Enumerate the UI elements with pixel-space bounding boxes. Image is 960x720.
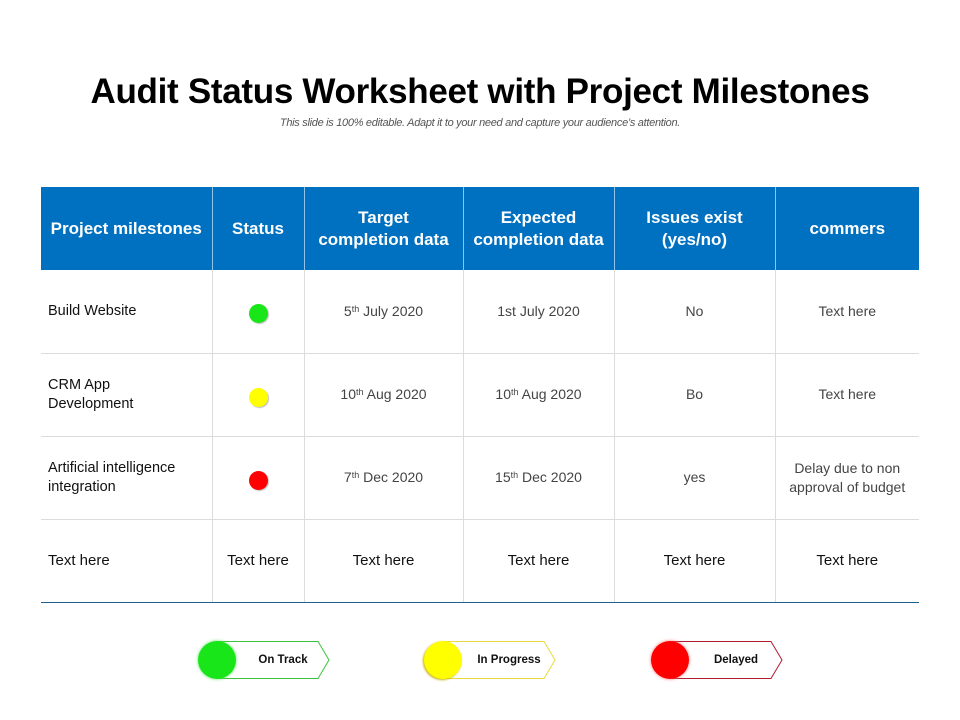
legend-tag-shape: Delayed	[671, 641, 783, 679]
status-red-dot-icon	[248, 470, 268, 490]
milestone-cell: Artificial intelligence integration	[41, 435, 213, 520]
target-date-cell: Text here	[303, 518, 464, 603]
expected-date-cell: Text here	[462, 518, 615, 603]
legend-tag-shape: In Progress	[444, 641, 556, 679]
status-yellow-dot-icon	[248, 387, 268, 407]
table-header-row: Project milestones Status Target complet…	[41, 187, 919, 270]
page-subtitle: This slide is 100% editable. Adapt it to…	[279, 117, 681, 129]
target-date-suffix: th	[356, 387, 364, 397]
delayed-circle-icon	[651, 641, 689, 679]
target-date-rest: Dec 2020	[359, 469, 424, 485]
target-date-day: 5	[343, 302, 352, 319]
legend-tag-shape: On Track	[218, 641, 330, 679]
audit-status-table: Project milestones Status Target complet…	[41, 187, 919, 603]
column-header-target: Target completion data	[303, 187, 464, 270]
legend-in-progress: In Progress	[424, 641, 559, 679]
issues-cell: yes	[613, 435, 776, 520]
target-date-suffix: th	[351, 303, 360, 314]
target-date-suffix: th	[351, 470, 360, 480]
legend-delayed: Delayed	[651, 641, 786, 679]
on-track-circle-icon	[198, 641, 236, 679]
table-row: CRM App Development 10th Aug 2020 10th A…	[41, 352, 919, 437]
status-cell	[211, 435, 305, 520]
expected-date-cell: 10th Aug 2020	[462, 352, 615, 437]
comments-cell: Text here	[774, 270, 919, 354]
status-cell: Text here	[211, 518, 305, 603]
issues-cell: Text here	[613, 518, 776, 603]
legend-label: On Track	[258, 654, 308, 666]
issues-cell: Bo	[613, 352, 776, 437]
page-title: Audit Status Worksheet with Project Mile…	[90, 72, 870, 111]
target-date-day: 10	[340, 386, 356, 402]
status-cell	[211, 352, 305, 437]
milestone-cell: Text here	[41, 518, 213, 603]
status-green-dot-icon	[248, 304, 268, 324]
target-date-rest: July 2020	[359, 302, 424, 319]
comments-cell: Delay due to non approval of budget	[774, 435, 919, 520]
legend-on-track: On Track	[198, 641, 333, 679]
expected-date-cell: 15th Dec 2020	[462, 435, 615, 520]
issues-cell: No	[613, 270, 776, 354]
table-row: Artificial intelligence integration 7th …	[41, 435, 919, 520]
expected-date-suffix: th	[511, 387, 519, 397]
milestone-cell: Build Website	[41, 270, 213, 354]
table-row: Text here Text here Text here Text here …	[41, 518, 919, 603]
target-date-rest: Aug 2020	[363, 386, 427, 402]
column-header-issues: Issues exist (yes/no)	[613, 187, 776, 270]
expected-date-day: 15	[495, 469, 511, 485]
milestone-text: CRM App Development	[48, 376, 134, 412]
expected-date-day: 10	[495, 386, 511, 402]
column-header-expected: Expected completion data	[462, 187, 615, 270]
legend-label: Delayed	[713, 654, 759, 666]
comments-cell: Text here	[774, 352, 919, 437]
milestone-cell: CRM App Development	[41, 352, 213, 437]
column-header-milestones: Project milestones	[41, 187, 213, 270]
expected-date-rest: Dec 2020	[518, 469, 582, 485]
target-date-cell: 10th Aug 2020	[303, 352, 464, 437]
status-cell	[211, 270, 305, 354]
expected-date-rest: Aug 2020	[518, 386, 582, 402]
comments-cell: Text here	[774, 518, 919, 603]
legend-label: In Progress	[477, 654, 541, 666]
target-date-cell: 5th July 2020	[303, 270, 464, 354]
column-header-comments: commers	[774, 187, 919, 270]
in-progress-circle-icon	[424, 641, 462, 679]
column-header-status: Status	[211, 187, 305, 270]
expected-date-cell: 1st July 2020	[462, 270, 615, 354]
target-date-cell: 7th Dec 2020	[303, 435, 464, 520]
table-row: Build Website 5th July 2020 1st July 202…	[41, 270, 919, 354]
target-date-day: 7	[343, 469, 352, 485]
expected-date-suffix: th	[510, 470, 519, 480]
